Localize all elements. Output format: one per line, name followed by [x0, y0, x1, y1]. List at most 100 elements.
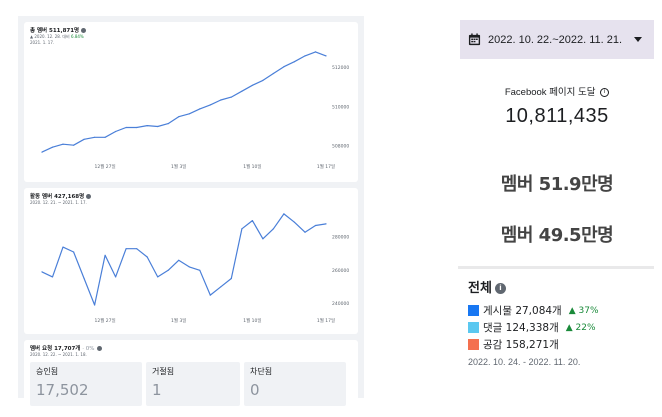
- declined-label: 거절됨: [152, 367, 175, 376]
- data-point: [188, 266, 190, 268]
- data-point: [293, 61, 295, 63]
- data-point: [188, 113, 190, 115]
- y-tick-label: 260000: [332, 268, 349, 274]
- data-point: [83, 138, 85, 140]
- breakdown-date-range: 2022. 10. 24. - 2022. 11. 20.: [468, 357, 581, 367]
- info-icon[interactable]: [96, 346, 102, 351]
- data-point: [209, 104, 211, 106]
- info-icon[interactable]: [81, 28, 87, 33]
- data-point: [199, 108, 201, 110]
- data-point: [293, 221, 295, 223]
- approved-stat: 승인됨 17,502: [30, 362, 142, 406]
- active-members-card: 활동 멤버 427,168명 2020. 12. 21. ~ 2021. 1. …: [24, 188, 358, 334]
- data-point: [104, 136, 106, 138]
- data-point: [262, 79, 264, 81]
- legend-row-reactions: 공감 158,271개: [468, 337, 559, 352]
- declined-stat: 거절됨 1: [146, 362, 240, 406]
- data-point: [325, 223, 327, 225]
- posts-change-value: 37%: [578, 305, 599, 316]
- data-point: [94, 136, 96, 138]
- delta-percent: 6.84%: [71, 34, 84, 39]
- data-point: [251, 84, 253, 86]
- members-count-b: 멤버 49.5만명: [500, 225, 614, 246]
- data-point: [199, 269, 201, 271]
- data-point: [73, 251, 75, 253]
- active-members-title: 활동 멤버 427,168명: [30, 192, 92, 200]
- data-point: [41, 271, 43, 273]
- data-point: [304, 55, 306, 57]
- member-requests-title: 멤버 요청 17,707개 · 0%: [30, 344, 102, 352]
- x-tick-label: 1월 10일: [243, 317, 261, 324]
- active-members-date-range: 2020. 12. 21. ~ 2021. 1. 17.: [30, 200, 87, 205]
- data-point: [304, 231, 306, 233]
- comments-change: ▲ 22%: [565, 322, 596, 333]
- activity-breakdown: 전체 i 게시물 27,084개 ▲ 37% 댓글 124,338개 ▲ 22% …: [458, 266, 654, 384]
- data-point: [325, 55, 327, 57]
- approved-value: 17,502: [36, 381, 89, 399]
- posts-swatch: [468, 305, 479, 316]
- member-requests-date-range: 2020. 12. 22. ~ 2021. 1. 18.: [30, 352, 87, 357]
- calendar-icon: [468, 33, 481, 46]
- blocked-stat: 차단됨 0: [244, 362, 346, 406]
- group-insights-panel: 총 멤버 511,871명 ▲ 2020. 12. 28. 대비 6.84% 2…: [18, 16, 364, 408]
- data-point: [220, 99, 222, 101]
- approved-label: 승인됨: [36, 367, 59, 376]
- x-tick-label: 1월 3일: [171, 317, 186, 324]
- data-point: [178, 259, 180, 261]
- data-point: [62, 143, 64, 145]
- data-point: [157, 125, 159, 128]
- data-point: [220, 286, 222, 288]
- data-point: [115, 276, 117, 278]
- delta-date: 2020. 12. 28. 대비: [34, 34, 70, 39]
- y-tick-label: 508000: [332, 144, 349, 150]
- data-point: [314, 224, 317, 227]
- page-reach-value: 10,811,435: [505, 105, 609, 127]
- total-members-card: 총 멤버 511,871명 ▲ 2020. 12. 28. 대비 6.84% 2…: [24, 22, 358, 182]
- data-point: [136, 248, 138, 250]
- data-point: [136, 126, 138, 129]
- reactions-swatch: [468, 339, 479, 350]
- series-line: [41, 213, 327, 306]
- x-tick-label: 12월 27일: [95, 317, 116, 324]
- total-members-line-chart: 508000 510000 512000 12월 27일 1월 3일 1월 10일 1월 1…: [41, 51, 349, 170]
- data-point: [272, 228, 274, 230]
- total-members-title-text: 총 멤버 511,871명: [30, 28, 80, 34]
- total-members-title: 총 멤버 511,871명: [30, 26, 87, 34]
- blocked-value: 0: [250, 381, 260, 399]
- data-point: [73, 144, 75, 146]
- comments-label: 댓글 124,338개: [483, 322, 559, 334]
- y-tick-label: 512000: [332, 65, 349, 71]
- comments-change-value: 22%: [575, 322, 596, 333]
- data-point: [125, 248, 127, 250]
- legend-row-posts: 게시물 27,084개 ▲ 37%: [468, 303, 599, 318]
- data-point: [115, 130, 117, 133]
- data-point: [241, 228, 243, 230]
- data-point: [230, 96, 232, 98]
- y-tick-label: 240000: [332, 301, 349, 307]
- data-point: [167, 123, 169, 125]
- data-point: [83, 277, 85, 280]
- data-point: [167, 269, 169, 271]
- breakdown-title-text: 전체: [468, 281, 492, 296]
- total-members-delta: ▲ 2020. 12. 28. 대비 6.84%: [30, 34, 84, 39]
- info-icon[interactable]: i: [600, 87, 610, 97]
- legend-row-comments: 댓글 124,338개 ▲ 22%: [468, 320, 596, 335]
- declined-value: 1: [152, 381, 162, 399]
- x-tick-label: 1월 3일: [171, 163, 186, 170]
- total-members-date: 2021. 1. 17.: [30, 40, 55, 45]
- breakdown-title: 전체 i: [468, 277, 506, 296]
- date-range-picker[interactable]: 2022. 10. 22.~2022. 11. 21.: [460, 20, 654, 59]
- y-tick-label: 510000: [332, 104, 349, 110]
- x-tick-label: 12월 27일: [95, 163, 116, 170]
- info-icon[interactable]: [86, 194, 92, 199]
- posts-change: ▲ 37%: [568, 305, 599, 316]
- info-icon[interactable]: i: [494, 283, 506, 294]
- data-point: [157, 276, 159, 278]
- date-range-text: 2022. 10. 22.~2022. 11. 21.: [488, 33, 623, 46]
- data-point: [178, 116, 180, 118]
- data-point: [62, 246, 64, 248]
- active-members-line-chart: 240000 260000 280000 12월 27일 1월 3일 1월 10일 1월 1…: [41, 213, 349, 324]
- requests-delta: 0%: [85, 346, 95, 352]
- chevron-down-icon: [634, 37, 643, 42]
- member-requests-title-text: 멤버 요청 17,707개: [30, 346, 81, 352]
